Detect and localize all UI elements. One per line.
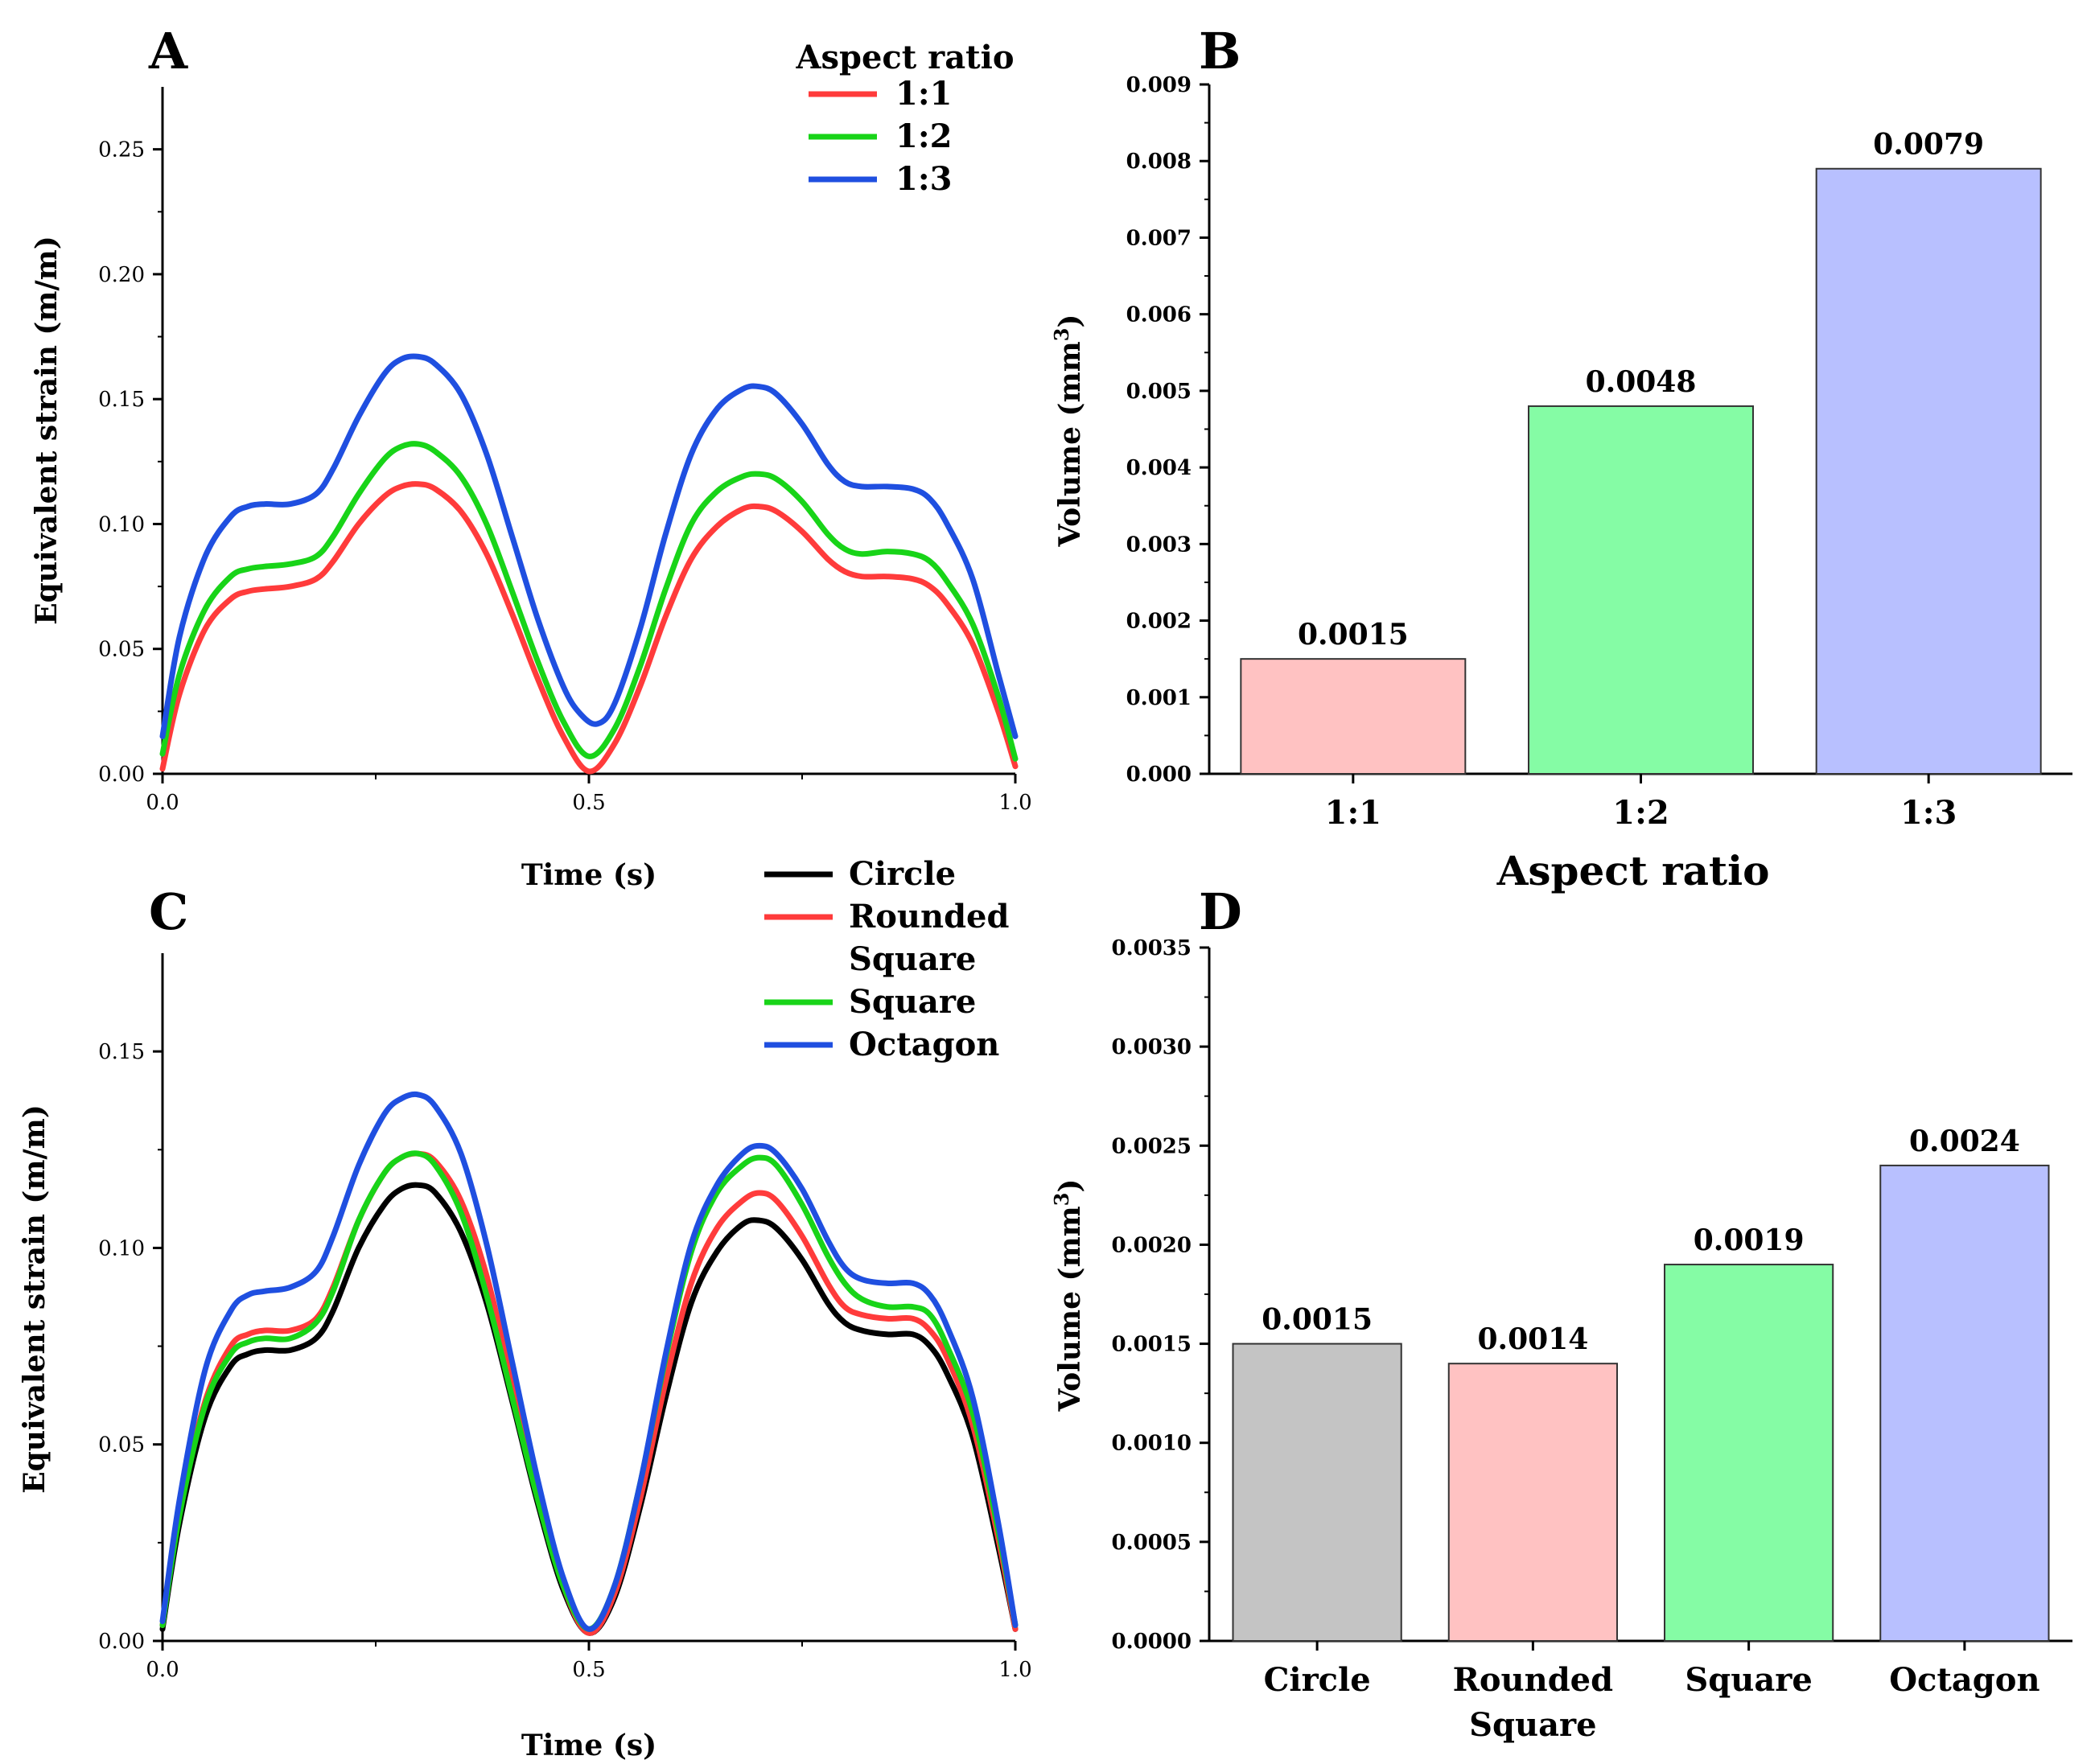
y-axis-title-text: Volume (mm: [1053, 341, 1087, 547]
series-line-1: [159, 481, 1019, 775]
y-axis-title: Equivalent strain (m/m): [18, 1104, 51, 1494]
y-axis-title: Volume (mm3): [1050, 315, 1087, 548]
bar: [1879, 1164, 2050, 1642]
y-tick-label: 0.0035: [1111, 936, 1192, 960]
y-axis-title: Equivalent strain (m/m): [30, 236, 64, 625]
series-line-2: [159, 441, 1019, 762]
y-tick-label: 0.000: [1126, 763, 1192, 787]
y-tick-label: 0.25: [98, 138, 145, 162]
legend-label: Octagon: [849, 1026, 999, 1063]
x-category-label: 1:1: [1325, 794, 1381, 832]
x-axis-title: Time (s): [521, 1729, 656, 1762]
panel-letter: D: [1199, 882, 1242, 941]
y-tick-label: 0.10: [98, 512, 145, 537]
y-tick-label: 0.0025: [1111, 1134, 1192, 1158]
x-category-label: 1:3: [1900, 794, 1957, 832]
legend-label-line: Square: [849, 940, 976, 978]
bar: [1232, 1343, 1402, 1642]
legend-label: Circle: [849, 855, 956, 893]
x-tick-label: 0.0: [146, 791, 179, 815]
series-line-3: [159, 353, 1019, 739]
bar-value-label: 0.0079: [1873, 128, 1984, 162]
x-category-label: 1:2: [1612, 794, 1669, 832]
legend-label: Rounded Square: [849, 898, 1010, 978]
y-tick-label: 0.003: [1126, 532, 1192, 557]
y-axis-title-text: Equivalent strain (m/m): [18, 1104, 51, 1494]
panel-c: C 0.00 0.05 0.10 0.15 Equivalent strain (m/m)…: [18, 855, 1032, 1762]
y-tick-label: 0.00: [98, 763, 145, 787]
y-axis-title-superscript: 3: [1050, 1193, 1073, 1207]
y-tick-label: 0.00: [98, 1630, 145, 1654]
bar: [1664, 1264, 1834, 1642]
legend-label-line: Rounded: [849, 898, 1010, 935]
y-tick-label: 0.002: [1126, 610, 1192, 634]
y-axis-title-end: ): [1053, 315, 1087, 328]
x-category-label: Square: [1685, 1661, 1812, 1699]
y-tick-label: 0.20: [98, 263, 145, 287]
x-tick-label: 1.0: [998, 1658, 1031, 1682]
y-tick-label: 0.001: [1126, 686, 1192, 710]
legend-label: 1:3: [895, 160, 952, 198]
y-tick-label: 0.007: [1126, 226, 1192, 250]
y-tick-label: 0.0010: [1111, 1432, 1192, 1456]
y-tick-label: 0.0005: [1111, 1531, 1192, 1555]
x-axis-title: Time (s): [521, 858, 656, 892]
panel-letter: A: [148, 22, 188, 80]
x-tick-label: 0.5: [572, 791, 605, 815]
bar-value-label: 0.0014: [1477, 1322, 1588, 1356]
panel-letter: C: [149, 882, 188, 941]
x-axis-title: Aspect ratio: [1496, 847, 1770, 894]
y-tick-label: 0.15: [98, 1040, 145, 1064]
x-category-label-line: Rounded: [1453, 1661, 1614, 1699]
series-line-1: [159, 1182, 1019, 1636]
panel-d: D 0.0000 0.0005 0.0010 0.0015 0.0020 0.0025 0.0…: [1050, 882, 2072, 1744]
y-axis-title-text: Equivalent strain (m/m): [30, 236, 64, 625]
bar: [1815, 167, 2042, 775]
panel-a: A 0.00 0.05 0.10 0.15 0.20 0.25 Equivalent stra…: [30, 22, 1032, 892]
y-tick-label: 0.05: [98, 638, 145, 662]
y-tick-label: 0.15: [98, 388, 145, 412]
y-axis-title-superscript: 3: [1050, 328, 1073, 342]
y-tick-label: 0.0030: [1111, 1035, 1192, 1059]
series-line-2: [159, 1150, 1019, 1636]
legend-label: 1:1: [895, 75, 952, 113]
x-category-label: Octagon: [1889, 1661, 2039, 1699]
y-tick-label: 0.004: [1126, 456, 1192, 480]
series-line-3: [159, 1150, 1019, 1632]
y-tick-label: 0.005: [1126, 380, 1192, 404]
bar-value-label: 0.0024: [1909, 1125, 2020, 1158]
y-tick-label: 0.008: [1126, 150, 1192, 174]
y-axis-title: Volume (mm3): [1050, 1179, 1087, 1412]
bar: [1240, 658, 1467, 775]
y-tick-label: 0.0015: [1111, 1333, 1192, 1357]
y-tick-label: 0.05: [98, 1433, 145, 1458]
x-tick-label: 0.0: [146, 1658, 179, 1682]
panel-letter: B: [1199, 22, 1241, 80]
bar-value-label: 0.0019: [1694, 1223, 1805, 1257]
series-line-4: [159, 1091, 1019, 1632]
y-axis-title-text: Volume (mm: [1053, 1206, 1087, 1412]
y-axis-title-end: ): [1053, 1179, 1087, 1193]
x-category-label-line: Square: [1469, 1706, 1596, 1744]
bar: [1528, 405, 1754, 775]
legend-title: Aspect ratio: [795, 39, 1014, 76]
y-tick-label: 0.0020: [1111, 1233, 1192, 1257]
panel-b: B 0.000 0.001 0.002 0.003 0.004 0.005 0.006 0.00…: [1050, 22, 2072, 894]
x-category-label: Circle: [1264, 1661, 1371, 1699]
y-tick-label: 0.009: [1126, 73, 1192, 97]
x-tick-label: 1.0: [998, 791, 1031, 815]
y-tick-label: 0.10: [98, 1236, 145, 1260]
x-tick-label: 0.5: [572, 1658, 605, 1682]
y-tick-label: 0.006: [1126, 303, 1192, 327]
y-tick-label: 0.0000: [1111, 1630, 1192, 1654]
bar-value-label: 0.0015: [1298, 618, 1409, 652]
bar-value-label: 0.0048: [1586, 365, 1697, 399]
bar: [1447, 1363, 1618, 1642]
bar-value-label: 0.0015: [1262, 1303, 1373, 1337]
x-category-label: Rounded Square: [1453, 1661, 1614, 1744]
legend-label: Square: [849, 983, 976, 1021]
legend-label: 1:2: [895, 117, 952, 155]
